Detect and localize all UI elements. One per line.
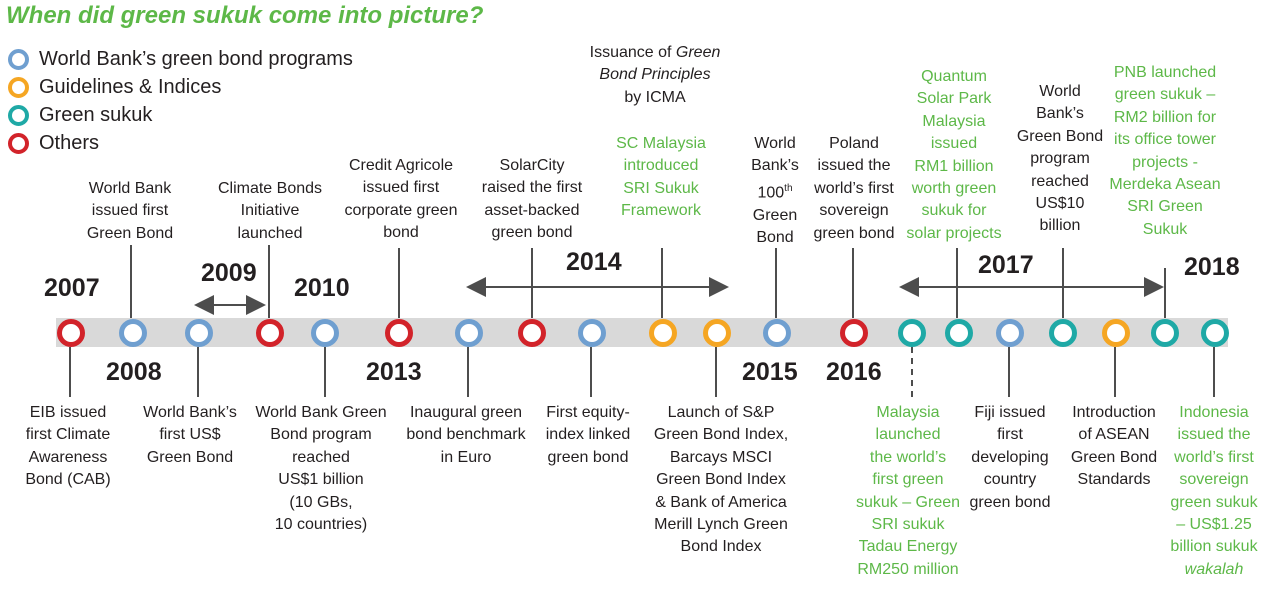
timeline-node-others bbox=[840, 319, 868, 347]
event-sc-malaysia: SC Malaysia introduced SRI Sukuk Framewo… bbox=[616, 135, 706, 220]
year-label: 2009 bbox=[201, 259, 257, 287]
event-climate-bonds: Climate Bonds Initiative launched bbox=[217, 180, 323, 242]
event-icma: Issuance of Green Bond Principles by ICM… bbox=[580, 42, 730, 109]
orange-ring-icon bbox=[8, 76, 29, 98]
legend-item-guidelines: Guidelines & Indices bbox=[8, 75, 221, 99]
indonesia-italic: wakalah bbox=[1184, 560, 1244, 578]
connector-line bbox=[715, 347, 717, 397]
connector-line bbox=[69, 347, 71, 397]
timeline-node-others bbox=[57, 319, 85, 347]
connector-line bbox=[1062, 248, 1064, 319]
event-asean: Introduction of ASEAN Green Bond Standar… bbox=[1070, 404, 1158, 489]
event-wb-100th: World Bank’s 100th Green Bond bbox=[735, 133, 815, 249]
connector-line bbox=[775, 248, 777, 319]
year-label: 2016 bbox=[826, 358, 882, 386]
event-wb-1-billion: World Bank Green Bond program reached US… bbox=[255, 404, 387, 534]
event-world-bank-first-green-bond: World Bank issued first Green Bond bbox=[86, 180, 174, 242]
event-euro-benchmark: Inaugural green bond benchmark in Euro bbox=[406, 404, 526, 466]
timeline-node-guidelines bbox=[703, 319, 731, 347]
connector-line bbox=[1164, 268, 1166, 319]
timeline-node-others bbox=[256, 319, 284, 347]
timeline-node-green-sukuk bbox=[1049, 319, 1077, 347]
event-wb-first-usd: World Bank’s first US$ Green Bond bbox=[143, 404, 237, 466]
wb-100-sup: th bbox=[784, 182, 793, 194]
timeline-node-guidelines bbox=[1102, 319, 1130, 347]
page-title: When did green sukuk come into picture? bbox=[6, 2, 484, 29]
timeline-node-green-sukuk bbox=[945, 319, 973, 347]
event-quantum-solar: Quantum Solar Park Malaysia issued RM1 b… bbox=[906, 68, 1002, 242]
connector-line bbox=[590, 347, 592, 397]
event-poland: Poland issued the world’s first sovereig… bbox=[813, 135, 895, 242]
timeline-node-others bbox=[385, 319, 413, 347]
timeline-node-green-sukuk bbox=[1151, 319, 1179, 347]
event-sp-indices: Launch of S&P Green Bond Index, Barcays … bbox=[653, 404, 789, 556]
connector-line-dashed bbox=[911, 347, 913, 397]
timeline-node-world-bank bbox=[311, 319, 339, 347]
connector-line bbox=[324, 347, 326, 397]
year-label: 2010 bbox=[294, 274, 350, 302]
connector-line bbox=[268, 245, 270, 319]
timeline-node-green-sukuk bbox=[898, 319, 926, 347]
indonesia-text: Indonesia issued the world’s first sover… bbox=[1170, 404, 1258, 556]
timeline-node-guidelines bbox=[649, 319, 677, 347]
wb-100-text: World Bank’s 100 bbox=[751, 135, 799, 202]
connector-line bbox=[467, 347, 469, 397]
event-equity-index: First equity- index linked green bond bbox=[545, 404, 631, 466]
legend-label: Others bbox=[39, 131, 100, 154]
connector-line bbox=[531, 248, 533, 319]
connector-line bbox=[197, 347, 199, 397]
connector-line bbox=[1114, 347, 1116, 397]
timeline-node-green-sukuk bbox=[1201, 319, 1229, 347]
year-label: 2014 bbox=[566, 248, 622, 276]
connector-line bbox=[661, 248, 663, 319]
year-label: 2017 bbox=[978, 251, 1034, 279]
connector-line bbox=[130, 245, 132, 319]
event-indonesia: Indonesia issued the world’s first sover… bbox=[1160, 402, 1268, 581]
year-label: 2008 bbox=[106, 358, 162, 386]
connector-line bbox=[1008, 347, 1010, 397]
icma-italic: Bond Principles bbox=[599, 66, 711, 84]
timeline-band bbox=[56, 318, 1228, 347]
legend-label: World Bank’s green bond programs bbox=[39, 47, 353, 70]
event-solarcity: SolarCity raised the first asset-backed … bbox=[481, 157, 583, 242]
timeline-node-world-bank bbox=[455, 319, 483, 347]
teal-ring-icon bbox=[8, 104, 29, 126]
event-pnb: PNB launched green sukuk – RM2 billion f… bbox=[1109, 64, 1221, 238]
year-label: 2013 bbox=[366, 358, 422, 386]
icma-text: by ICMA bbox=[624, 88, 686, 106]
timeline-node-world-bank bbox=[996, 319, 1024, 347]
legend-item-others: Others bbox=[8, 131, 99, 155]
event-credit-agricole: Credit Agricole issued first corporate g… bbox=[344, 157, 458, 242]
connector-line bbox=[1213, 347, 1215, 397]
blue-ring-icon bbox=[8, 48, 29, 70]
icma-italic: Green bbox=[675, 44, 721, 61]
connector-line bbox=[398, 248, 400, 319]
legend-label: Green sukuk bbox=[39, 103, 153, 126]
event-fiji: Fiji issued first developing country gre… bbox=[969, 404, 1051, 511]
timeline-node-others bbox=[518, 319, 546, 347]
timeline-node-world-bank bbox=[119, 319, 147, 347]
event-malaysia-green-sukuk: Malaysia launched the world’s first gree… bbox=[855, 404, 961, 578]
event-wb-us10: World Bank’s Green Bond program reached … bbox=[1016, 83, 1104, 235]
year-label: 2007 bbox=[44, 274, 100, 302]
wb-100-text: Green Bond bbox=[752, 206, 798, 246]
event-eib: EIB issued first Climate Awareness Bond … bbox=[25, 404, 111, 489]
legend-label: Guidelines & Indices bbox=[39, 75, 222, 98]
legend-item-world-bank: World Bank’s green bond programs bbox=[8, 47, 353, 71]
year-label: 2018 bbox=[1184, 253, 1240, 281]
year-label: 2015 bbox=[742, 358, 798, 386]
icma-text: Issuance of bbox=[589, 44, 676, 61]
red-ring-icon bbox=[8, 132, 29, 154]
timeline-node-world-bank bbox=[185, 319, 213, 347]
connector-line bbox=[956, 248, 958, 319]
timeline-node-world-bank bbox=[578, 319, 606, 347]
timeline-node-world-bank bbox=[763, 319, 791, 347]
legend-item-green-sukuk: Green sukuk bbox=[8, 103, 152, 127]
connector-line bbox=[852, 248, 854, 319]
